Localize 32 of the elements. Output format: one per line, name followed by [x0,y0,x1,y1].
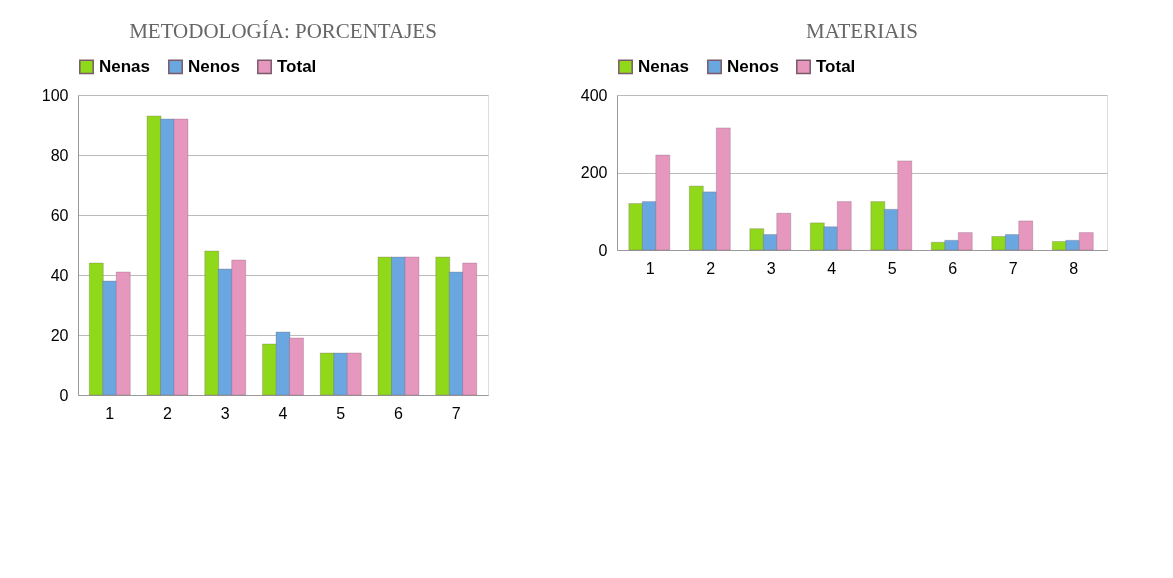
y-tick-label: 200 [580,164,608,181]
x-tick-label: 6 [394,404,404,422]
y-tick-label: 0 [598,241,608,259]
x-tick-label: 4 [278,404,288,422]
y-tick-label: 100 [41,86,69,104]
legend-label: Nenos [727,56,779,76]
x-tick-label: 2 [706,259,716,277]
y-tick-label: 0 [59,386,69,404]
chart-title: METODOLOGÍA: PORCENTAJES [129,19,437,43]
legend-label: Total [277,56,317,76]
x-tick-label: 5 [887,259,897,277]
y-tick-label: 80 [50,146,69,164]
legend-label: Nenas [638,56,690,76]
x-tick-label: 7 [451,404,461,422]
x-tick-label: 6 [948,259,958,277]
x-tick-label: 5 [336,404,346,422]
x-tick-label: 8 [1069,259,1079,277]
x-tick-label: 1 [645,259,655,277]
y-tick-label: 40 [50,266,69,284]
x-tick-label: 2 [163,404,173,422]
legend-label: Total [816,56,856,76]
y-tick-label: 400 [580,86,608,104]
y-tick-label: 60 [50,206,69,224]
x-tick-label: 3 [766,259,776,277]
y-tick-label: 20 [50,326,69,344]
x-tick-label: 1 [105,404,115,422]
legend-label: Nenos [188,56,240,76]
legend-label: Nenas [99,56,151,76]
chart-title: MATERIAIS [805,19,919,43]
x-tick-label: 7 [1008,259,1018,277]
x-tick-label: 3 [220,404,230,422]
x-tick-label: 4 [827,259,837,277]
